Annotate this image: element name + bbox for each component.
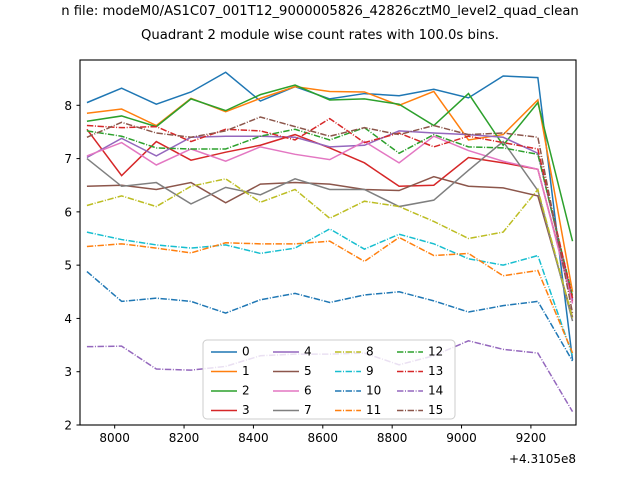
legend-label-13: 13 [428,364,443,378]
axes-spines [79,59,577,426]
legend-label-0: 0 [242,345,250,359]
series-line-8 [86,178,574,319]
y-tick-label: 3 [64,365,72,379]
legend-label-15: 15 [428,403,443,417]
legend-label-14: 14 [428,384,443,398]
series-line-14 [86,340,574,413]
series-layer [86,71,574,413]
y-tick-label: 4 [64,312,72,326]
series-line-10 [86,270,574,362]
y-tick-label: 8 [64,99,72,113]
x-tick-label: 8800 [377,431,408,445]
series-line-5 [86,175,574,318]
series-line-13 [86,117,574,299]
x-tick-label: 9000 [446,431,477,445]
series-line-0 [86,71,574,361]
x-tick-label: 8200 [169,431,200,445]
legend-label-9: 9 [366,364,374,378]
series-line-7 [86,140,574,322]
tick-layer: 8000 8200 8400 8600 8800 9000 9200 +4.3105e8 2 3 4… [64,99,576,466]
legend-frame [202,339,456,420]
x-tick-label: 8400 [238,431,269,445]
legend-label-7: 7 [304,403,312,417]
series-line-4 [86,130,574,300]
figure-suptitle: n file: modeM0/AS1C07_001T12_9000005826_… [61,4,579,19]
legend-label-2: 2 [242,384,250,398]
series-line-2 [86,84,574,242]
x-axis-offset-text: +4.3105e8 [509,452,576,466]
x-tick-label: 9200 [516,431,547,445]
series-line-12 [86,126,574,297]
legend-label-4: 4 [304,345,312,359]
series-line-9 [86,228,574,356]
y-tick-label: 7 [64,152,72,166]
legend-label-8: 8 [366,345,374,359]
legend-label-3: 3 [242,403,250,417]
legend-label-10: 10 [366,384,381,398]
y-tick-label: 2 [64,419,72,433]
legend-label-11: 11 [366,403,381,417]
x-tick-label: 8000 [99,431,130,445]
legend-label-12: 12 [428,345,443,359]
axes-title: Quadrant 2 module wise count rates with … [141,28,499,43]
y-tick-label: 5 [64,259,72,273]
series-line-11 [86,236,574,354]
legend-label-6: 6 [304,384,312,398]
series-line-6 [86,135,574,304]
series-line-15 [86,116,574,314]
legend-label-1: 1 [242,364,250,378]
y-tick-label: 6 [64,205,72,219]
legend-label-5: 5 [304,364,312,378]
x-tick-label: 8600 [308,431,339,445]
series-line-3 [86,128,574,302]
